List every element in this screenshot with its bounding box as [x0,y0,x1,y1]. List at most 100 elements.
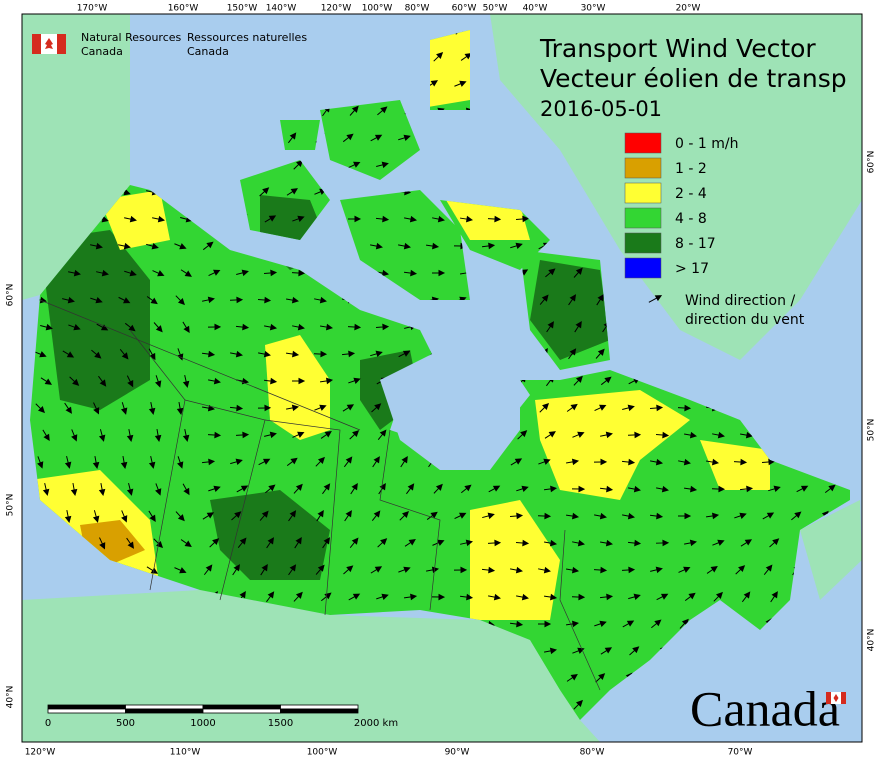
wind-arrow [232,564,240,576]
wind-arrow [791,511,802,521]
wind-arrow [404,215,417,223]
wind-arrow [119,349,129,360]
wind-arrow [594,512,607,520]
wind-arrow [294,537,302,549]
graticule-label: 50°N [867,419,877,442]
wind-arrow [677,512,692,520]
wind-arrow [291,377,306,385]
wind-arrow [126,375,134,388]
wind-arrow [313,350,328,358]
graticule-label: 160°W [168,4,199,14]
wind-arrow [544,431,556,439]
wind-arrow [656,485,669,493]
wind-arrow [712,431,725,439]
wind-arrow [180,539,192,548]
wind-arrow [286,188,298,196]
wind-arrow [98,375,107,387]
wind-arrow [629,646,640,656]
graticule-label: 60°N [867,151,877,174]
wind-arrow [68,324,81,331]
wind-arrow [599,593,614,601]
wind-arrow [621,458,636,466]
wind-arrow [320,430,332,439]
flag-band [841,692,846,704]
wordmark: Canada [690,680,846,736]
wind-arrow [600,376,612,386]
wind-arrow [152,215,165,223]
wind-arrow [655,539,670,547]
wind-arrow [763,564,773,575]
wind-arrow [37,456,44,469]
wind-arrow [264,215,277,223]
agency-fr: Canada [187,45,229,58]
wind-arrow [600,647,613,655]
wind-arrow [293,591,303,602]
graticule-label: 50°N [6,494,16,517]
wind-arrow [319,377,334,385]
wind-arrow [770,591,778,603]
scale-segment [47,708,126,714]
flag-band [57,34,66,54]
wind-arrow [622,620,635,628]
wind-arrow [322,537,331,549]
wind-arrow [375,215,390,223]
wind-arrow [510,242,523,250]
scale-segment [202,708,281,714]
wind-arrow [433,483,443,494]
usa-land [22,590,600,742]
wind-arrow [40,377,52,385]
wind-arrow [68,269,81,277]
wind-arrow [566,458,580,466]
wind-arrow [263,377,278,385]
wind-arrow [573,699,583,710]
wind-arrow [509,620,524,628]
wind-arrow [574,321,582,333]
legend-label: 1 - 2 [675,161,707,177]
wind-arrow [124,269,137,277]
wind-arrow [319,323,334,331]
wind-arrow [370,566,383,574]
wind-arrow [568,294,577,306]
wind-arrow [92,456,100,470]
wind-arrow [432,215,445,223]
agency-fr: Ressources naturelles [187,31,307,44]
wind-arrow [515,539,530,547]
wind-arrow [565,566,580,574]
wind-arrow [124,215,137,223]
wind-arrow [207,323,222,331]
wind-arrow [678,458,691,466]
wind-arrow [566,674,578,682]
wind-class-area [535,390,690,500]
wind-arrow [264,431,277,439]
wind-arrow [377,106,388,116]
wind-arrow [64,402,72,414]
wind-class-area [700,440,770,490]
wind-arrow [735,565,746,575]
wind-arrow [460,52,472,61]
wind-arrow [594,620,607,627]
wind-arrow [705,512,720,520]
wind-arrow [481,566,496,574]
wind-arrow [124,322,136,332]
wind-arrow [400,456,408,468]
wind-arrow [42,429,50,442]
wind-arrow [40,323,53,331]
wind-arrow [347,323,362,331]
graticule-label: 80°W [405,4,430,14]
wind-arrow [263,269,278,277]
wind-arrow [258,350,271,358]
agency-en: Natural Resources [81,31,182,44]
legend-swatch [624,232,662,254]
wind-arrow [348,161,361,168]
wind-arrow [824,484,836,494]
wind-arrow [378,483,386,495]
wind-arrow [98,429,106,442]
scale-segment [202,704,281,710]
wind-arrow [683,485,698,493]
wind-arrow [537,512,552,520]
wind-arrow [35,403,45,414]
wind-arrow [593,458,608,466]
wind-arrow [176,402,184,416]
wind-arrow [182,375,190,388]
